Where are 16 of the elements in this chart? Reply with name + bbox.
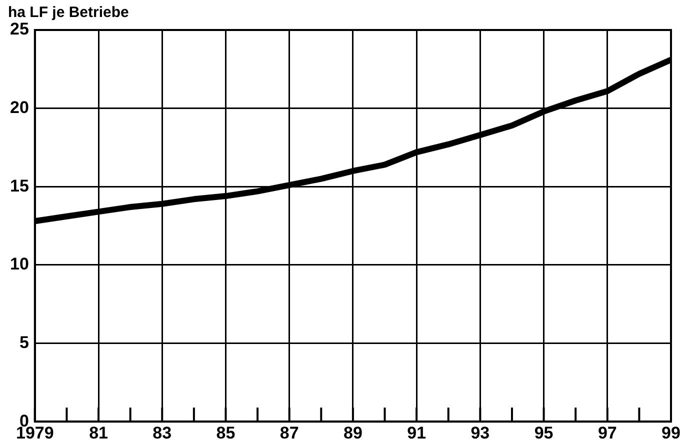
x-tick-label: 91 [407, 423, 426, 442]
x-tick-label: 95 [534, 423, 554, 442]
y-tick-label: 25 [10, 20, 29, 39]
y-tick-label: 5 [19, 332, 29, 352]
y-tick-label: 10 [10, 254, 29, 274]
x-tick-label: 83 [152, 423, 172, 442]
x-tick-label: 87 [280, 423, 299, 442]
y-tick-label: 15 [10, 176, 29, 196]
x-tick-label: 99 [662, 423, 680, 442]
y-axis-title: ha LF je Betriebe [8, 4, 129, 21]
x-tick-label: 85 [216, 423, 236, 442]
x-tick-label: 89 [343, 423, 362, 442]
x-tick-label: 97 [598, 423, 617, 442]
y-tick-label: 20 [10, 98, 29, 118]
x-tick-label: 93 [470, 423, 490, 442]
x-tick-label: 81 [89, 423, 108, 442]
